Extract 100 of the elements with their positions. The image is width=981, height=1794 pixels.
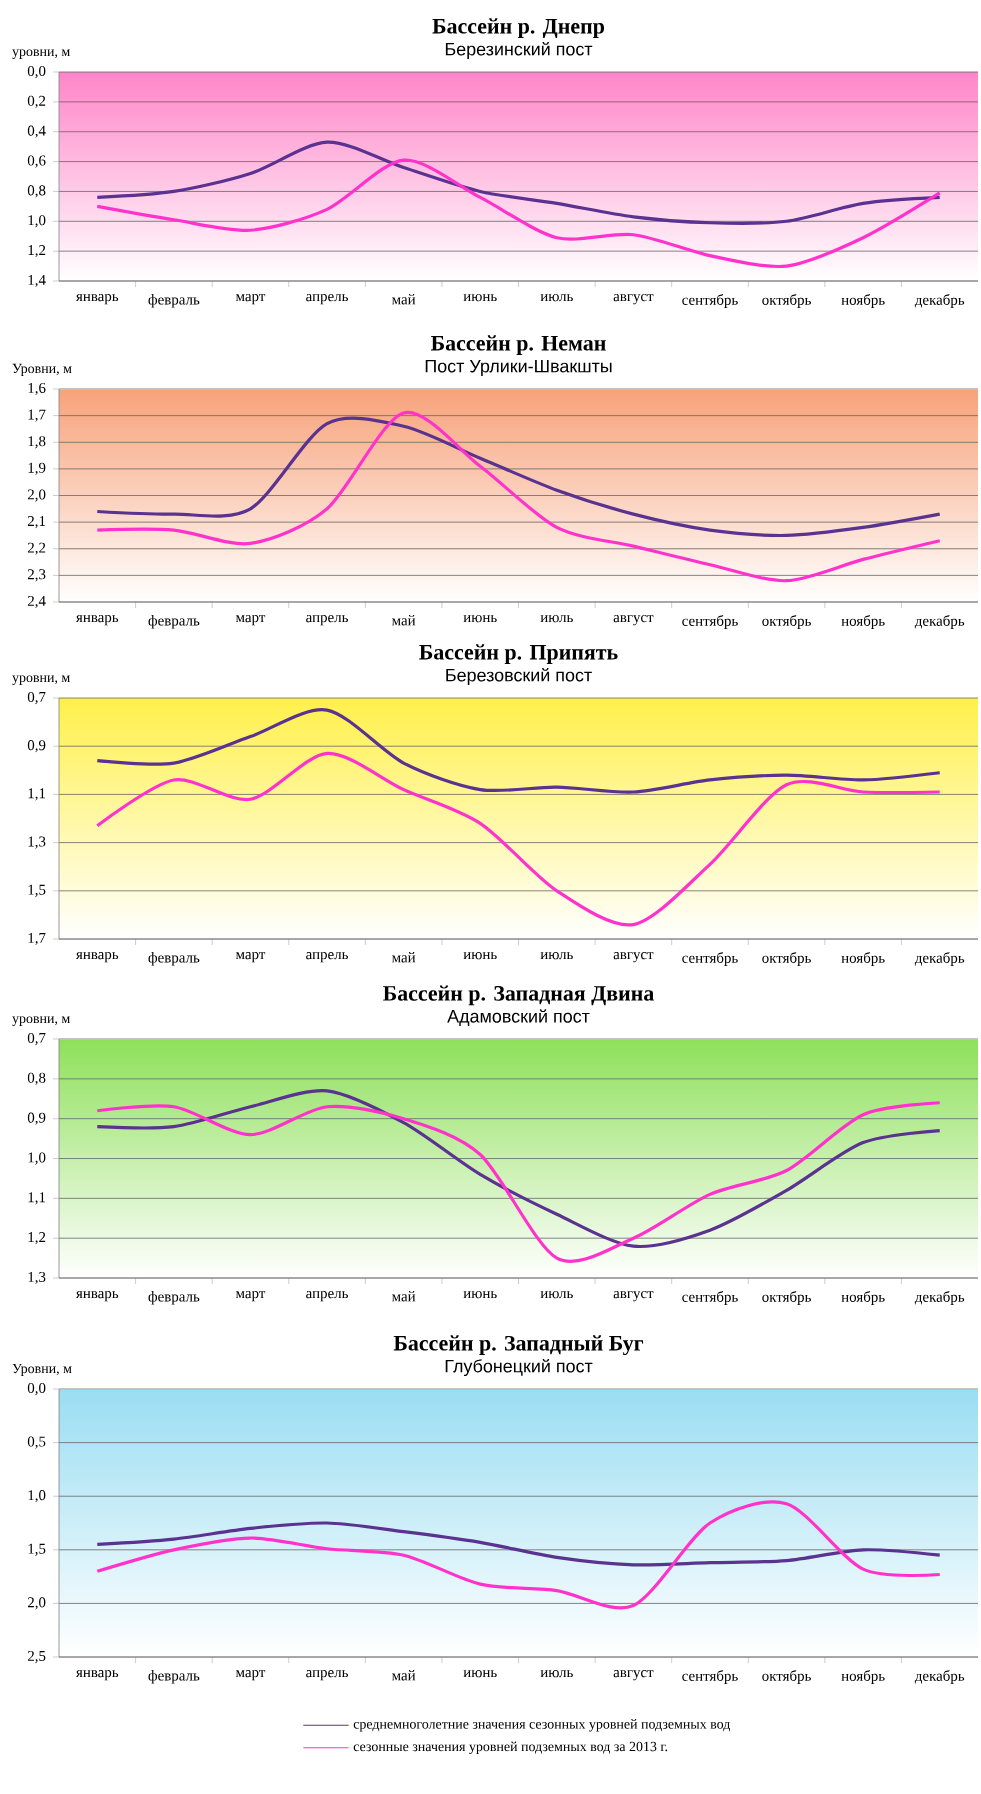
y-tick-label: 1,3 (28, 1271, 46, 1285)
x-tick-label: январь (76, 294, 119, 305)
x-tick-label: апрель (306, 615, 349, 626)
x-tick-label: декабрь (914, 952, 965, 966)
x-tick-label: декабрь (914, 294, 965, 308)
y-tick-label: 2,4 (27, 595, 46, 609)
y-tick-label: 2,3 (27, 569, 46, 582)
y-tick-label: 0,0 (27, 65, 46, 79)
x-tick-label: октябрь (762, 1670, 811, 1684)
y-tick-label: 2,1 (27, 516, 46, 529)
y-tick-label: 1,2 (28, 245, 46, 258)
x-tick-label: июль (540, 952, 573, 960)
x-tick-label: июнь (463, 615, 497, 623)
x-tick-label: октябрь (762, 294, 811, 308)
x-tick-label: март (235, 1670, 266, 1681)
x-tick-label: январь (76, 1670, 119, 1681)
x-tick-label: февраль (148, 1291, 200, 1305)
chart-title: Бассейн р. Неман (431, 335, 606, 356)
x-tick-label: май (391, 294, 416, 305)
y-tick-label: 0,7 (27, 1032, 46, 1046)
y-tick-label: 0,6 (27, 155, 46, 168)
x-tick-label: ноябрь (841, 952, 885, 966)
y-tick-label: 1,8 (28, 436, 46, 449)
line-series (95, 751, 942, 927)
chart-subtitle: Глубонецкий пост (445, 1358, 593, 1377)
x-tick-label: январь (76, 1291, 119, 1302)
x-tick-label: сентябрь (682, 1291, 738, 1305)
y-tick-label: 0,9 (27, 740, 46, 753)
x-tick-label: сентябрь (682, 294, 738, 308)
x-tick-label: июль (540, 1291, 573, 1299)
y-tick-label: 2,5 (27, 1650, 46, 1664)
chart-title: Бассейн р. Западный Буг (393, 1335, 644, 1356)
y-tick-label: 1,1 (28, 788, 46, 801)
chart-title: Бассейн р. Днепр (432, 18, 605, 39)
y-tick-label: 1,1 (28, 1192, 46, 1205)
x-tick-label: март (235, 952, 266, 963)
x-tick-label: февраль (148, 615, 200, 629)
y-tick-label: 2,0 (27, 489, 46, 502)
x-tick-label: январь (76, 615, 119, 626)
y-tick-label: 1,3 (28, 836, 46, 849)
y-tick-label: 1,5 (28, 1543, 46, 1556)
y-tick-label: 0,4 (27, 125, 46, 138)
y-axis-title: уровни, м (12, 49, 70, 59)
y-axis-title: Уровни, м (12, 363, 72, 376)
x-tick-label: июль (540, 294, 573, 302)
x-tick-label: май (391, 1291, 416, 1302)
y-tick-label: 0,5 (27, 1436, 46, 1449)
y-tick-label: 1,0 (28, 1490, 46, 1503)
x-tick-label: август (613, 294, 654, 305)
x-tick-label: ноябрь (841, 1670, 885, 1684)
x-tick-label: август (613, 1670, 654, 1681)
x-tick-label: август (613, 615, 654, 626)
y-tick-label: 0,9 (27, 1112, 46, 1125)
legend-label: сезонные значения уровней подземных вод за 2013 г. (353, 1741, 668, 1755)
y-tick-label: 0,7 (27, 691, 46, 705)
x-tick-label: ноябрь (841, 294, 885, 308)
x-tick-label: октябрь (762, 1291, 811, 1305)
y-tick-label: 0,0 (27, 1382, 46, 1396)
x-tick-label: июль (540, 1670, 573, 1678)
x-tick-label: август (613, 1291, 654, 1302)
y-tick-label: 1,4 (28, 274, 46, 288)
x-tick-label: июнь (463, 294, 497, 302)
y-tick-label: 1,6 (28, 382, 46, 396)
y-tick-label: 1,0 (28, 1152, 46, 1165)
y-tick-label: 0,2 (27, 95, 46, 108)
y-tick-label: 1,5 (28, 884, 46, 897)
x-tick-label: апрель (306, 294, 349, 305)
line-series (95, 708, 942, 794)
x-tick-label: сентябрь (682, 1670, 738, 1684)
x-tick-label: июль (540, 615, 573, 623)
x-tick-label: декабрь (914, 1670, 965, 1684)
x-tick-label: апрель (306, 1291, 349, 1302)
y-tick-label: 1,0 (28, 215, 46, 228)
x-tick-label: август (613, 952, 654, 963)
x-tick-label: март (235, 1291, 266, 1302)
x-tick-label: июнь (463, 1291, 497, 1299)
x-tick-label: апрель (306, 952, 349, 963)
x-tick-label: январь (76, 952, 119, 963)
chart-subtitle: Адамовский пост (447, 1009, 590, 1027)
x-tick-label: декабрь (914, 615, 965, 629)
y-tick-label: 1,7 (28, 932, 46, 946)
x-tick-label: октябрь (762, 615, 811, 629)
y-axis-title: Уровни, м (12, 1363, 72, 1376)
line-series (95, 1521, 942, 1567)
x-tick-label: сентябрь (682, 952, 738, 966)
line-series (95, 411, 942, 583)
x-tick-label: сентябрь (682, 615, 738, 629)
x-tick-label: июнь (463, 1670, 497, 1678)
chart-subtitle: Березинский пост (445, 41, 593, 60)
x-tick-label: ноябрь (841, 1291, 885, 1305)
y-tick-label: 1,2 (28, 1232, 46, 1245)
x-tick-label: май (391, 1670, 416, 1681)
x-tick-label: ноябрь (841, 615, 885, 629)
x-tick-label: февраль (148, 1670, 200, 1684)
y-tick-label: 2,2 (27, 542, 46, 555)
y-tick-label: 0,8 (27, 1072, 46, 1085)
x-tick-label: май (391, 615, 416, 626)
chart-title: Бассейн р. Припять (419, 644, 618, 665)
x-tick-label: октябрь (762, 952, 811, 966)
line-series (95, 140, 942, 225)
